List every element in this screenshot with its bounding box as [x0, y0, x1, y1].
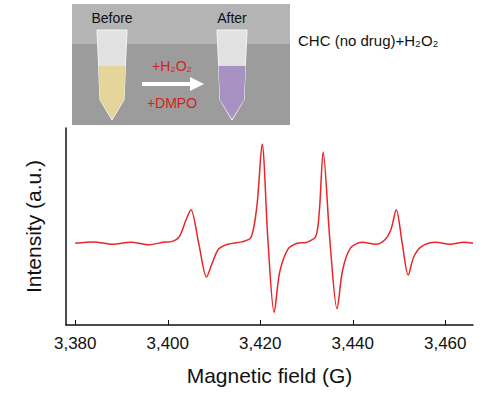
svg-text:Intensity (a.u.): Intensity (a.u.)	[22, 160, 45, 293]
svg-text:+H₂O₂: +H₂O₂	[152, 58, 192, 74]
svg-text:3,460: 3,460	[424, 334, 467, 353]
svg-text:After: After	[217, 10, 247, 26]
svg-text:3,380: 3,380	[54, 334, 97, 353]
svg-text:Magnetic field (G): Magnetic field (G)	[187, 364, 353, 387]
svg-text:Before: Before	[91, 10, 132, 26]
svg-text:3,440: 3,440	[331, 334, 374, 353]
svg-text:3,420: 3,420	[239, 334, 282, 353]
svg-text:+DMPO: +DMPO	[147, 95, 197, 111]
svg-text:3,400: 3,400	[146, 334, 189, 353]
svg-text:CHC (no drug)+H₂O₂: CHC (no drug)+H₂O₂	[298, 32, 439, 49]
